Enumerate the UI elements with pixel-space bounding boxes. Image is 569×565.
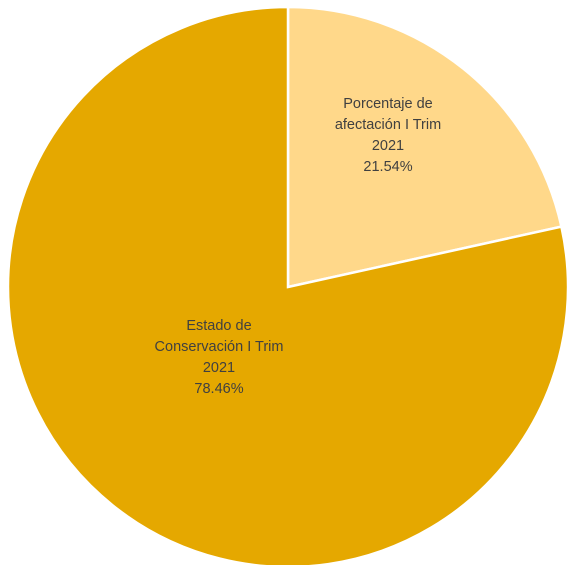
slice-value-label: 21.54% [363, 159, 412, 175]
slice-category-label-line: 2021 [203, 360, 235, 376]
slice-category-label-line: Conservación I Trim [155, 339, 284, 355]
slice-category-label-line: Estado de [186, 318, 251, 334]
slice-label-1: Porcentaje de afectación I Trim 2021 21.54% [335, 96, 441, 175]
pie-labels: Porcentaje de afectación I Trim 2021 21.54%… [155, 96, 442, 397]
slice-category-label-line: afectación I Trim [335, 117, 441, 133]
pie-slices [6, 5, 569, 565]
slice-label-2: Estado de Conservación I Trim 2021 78.46% [155, 318, 284, 397]
pie-slice-2 [6, 5, 569, 565]
slice-category-label-line: Porcentaje de [343, 96, 432, 112]
slice-category-label-line: 2021 [372, 138, 404, 154]
slice-value-label: 78.46% [194, 381, 243, 397]
pie-slice-1 [286, 5, 563, 289]
